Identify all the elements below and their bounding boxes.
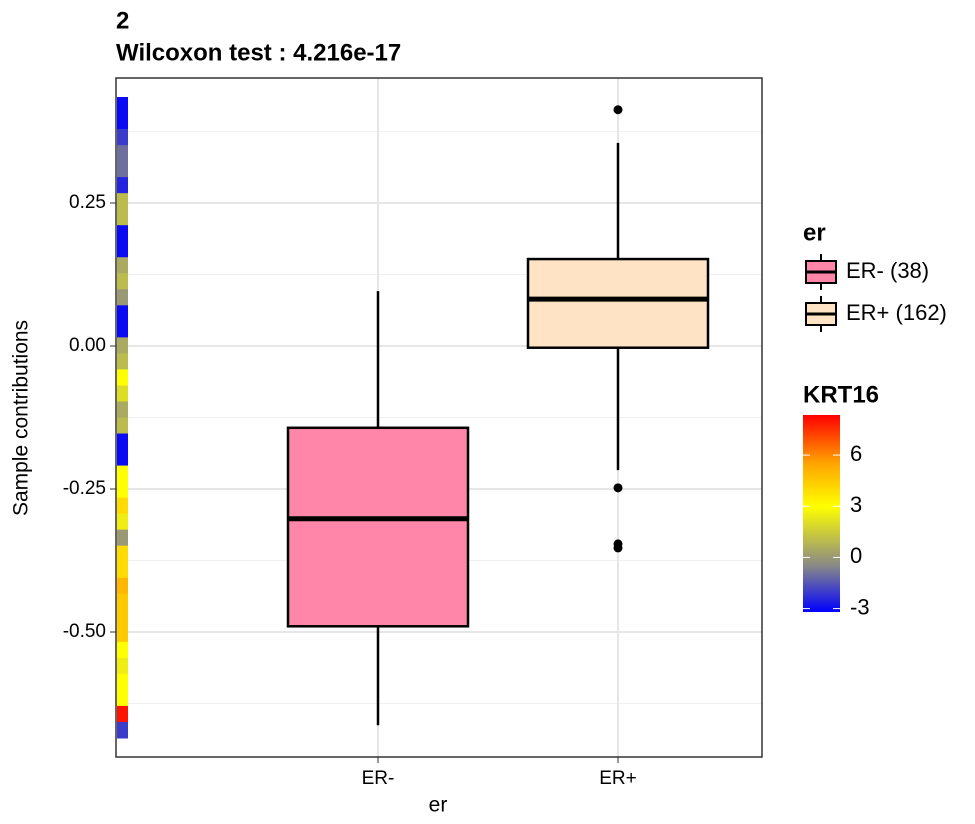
strip-cell <box>117 385 128 402</box>
legend-label: ER+ (162) <box>846 300 947 325</box>
strip-cell <box>117 241 128 258</box>
strip-cell <box>117 577 128 595</box>
strip-cell <box>117 273 128 290</box>
strip-cell <box>117 545 128 563</box>
strip-cell <box>117 449 128 467</box>
strip-cell <box>117 705 128 723</box>
strip-cell <box>117 177 128 194</box>
strip-cell <box>117 337 128 354</box>
colorbar <box>803 415 840 612</box>
strip-cell <box>117 529 128 547</box>
strip-cell <box>117 497 128 515</box>
strip-cell <box>117 113 128 130</box>
strip-cell <box>117 689 128 707</box>
chart-title: 2 <box>116 7 129 34</box>
x-tick-label: ER- <box>362 768 395 789</box>
outlier <box>613 543 623 553</box>
strip-cell <box>117 625 128 643</box>
strip-cell <box>117 161 128 178</box>
strip-cell <box>117 481 128 499</box>
colorbar-tick-label: -3 <box>850 594 870 619</box>
strip-cell <box>117 193 128 210</box>
strip-cell <box>117 225 128 242</box>
strip-cell <box>117 417 128 435</box>
colorbar-title: KRT16 <box>803 381 879 408</box>
plot-border <box>115 77 763 758</box>
y-tick-label: -0.50 <box>63 621 106 642</box>
strip-cell <box>117 369 128 386</box>
strip-cell <box>117 353 128 370</box>
strip-cell <box>117 465 128 483</box>
strip-cell <box>117 129 128 146</box>
strip-cell <box>117 721 128 739</box>
y-tick-label: 0.25 <box>69 192 106 213</box>
strip-cell <box>117 593 128 611</box>
y-tick-label: 0.00 <box>69 335 106 356</box>
x-axis-label: er <box>429 794 448 817</box>
strip-cell <box>117 433 128 451</box>
box <box>286 426 470 628</box>
chart-subtitle: Wilcoxon test : 4.216e-17 <box>116 39 401 66</box>
strip-cell <box>117 561 128 579</box>
strip-cell <box>117 145 128 162</box>
colorbar-tick-label: 3 <box>850 492 862 517</box>
strip-cell <box>117 321 128 338</box>
strip-cell <box>117 401 128 418</box>
outlier <box>613 105 623 115</box>
strip-cell <box>117 641 128 659</box>
strip-cell <box>117 305 128 322</box>
strip-cell <box>117 673 128 691</box>
y-tick-label: -0.25 <box>63 478 106 499</box>
x-tick-label: ER+ <box>599 768 637 789</box>
box <box>526 257 710 349</box>
strip-cell <box>117 657 128 675</box>
strip-cell <box>117 609 128 627</box>
y-axis-label: Sample contributions <box>10 320 33 516</box>
strip-cell <box>117 97 128 114</box>
colorbar-tick-label: 0 <box>850 543 862 568</box>
strip-cell <box>117 513 128 531</box>
legend-label: ER- (38) <box>846 258 929 283</box>
colorbar-tick-label: 6 <box>850 441 862 466</box>
outlier <box>613 483 623 493</box>
strip-cell <box>117 289 128 306</box>
strip-cell <box>117 257 128 274</box>
strip-cell <box>117 209 128 226</box>
legend-title: er <box>803 219 826 246</box>
